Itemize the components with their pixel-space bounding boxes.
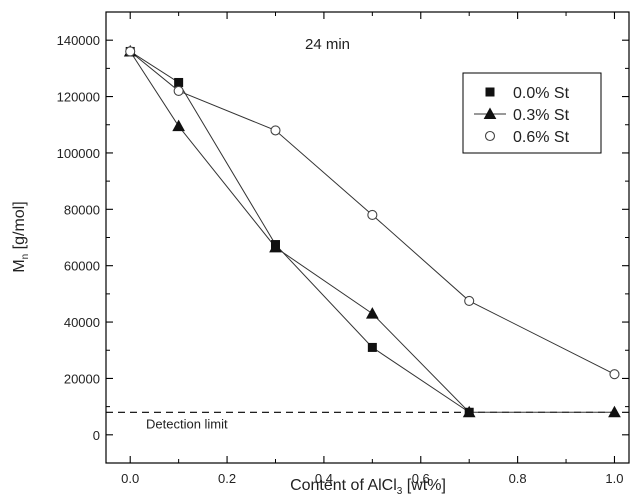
detection-limit-label: Detection limit [146, 416, 228, 431]
series-line-0 [129, 51, 470, 413]
x-tick-label: 0.0 [121, 471, 139, 486]
data-point-triangle [269, 240, 282, 253]
x-axis-title: Content of AlCl3 [wt%] [290, 477, 446, 495]
legend: 0.0% St 0.3% St 0.6% St [462, 72, 602, 154]
x-tick-label: 0.6 [412, 471, 430, 486]
legend-box [462, 72, 602, 154]
legend-marker-square [485, 87, 495, 97]
y-tick-label: 0 [93, 428, 100, 443]
legend-marker-circle-open [484, 130, 496, 142]
data-point-circle-open [270, 125, 281, 136]
legend-marker-triangle [483, 107, 497, 119]
data-point-circle-open [125, 46, 136, 57]
data-point-circle-open [367, 209, 378, 220]
y-tick-label: 80000 [64, 202, 100, 217]
data-point-circle-open [609, 369, 620, 380]
x-tick-label: 0.2 [218, 471, 236, 486]
legend-label: 0.0% St [513, 85, 570, 102]
data-point-triangle [462, 405, 476, 418]
data-point-circle-open [464, 295, 475, 306]
y-axis-title-suffix: [g/mol] [11, 201, 28, 253]
data-point-square [367, 342, 377, 352]
x-tick-label: 0.8 [509, 471, 527, 486]
x-axis-title-suffix: [wt%] [402, 477, 446, 494]
y-axis-title-sub: n [20, 254, 31, 260]
legend-label: 0.3% St [513, 107, 570, 124]
data-point-triangle [608, 405, 621, 418]
x-tick-label: 0.4 [315, 471, 333, 486]
x-axis-title-main: Content of AlCl [290, 477, 397, 494]
data-point-square [174, 77, 184, 87]
annotation-label: 24 min [305, 36, 350, 53]
series-line-1 [129, 51, 615, 413]
y-axis-title-main: M [11, 259, 28, 272]
x-tick-label: 1.0 [605, 471, 623, 486]
y-tick-label: 140000 [57, 33, 100, 48]
legend-label: 0.6% St [513, 129, 570, 146]
y-tick-label: 120000 [57, 90, 100, 105]
data-point-circle-open [173, 85, 184, 96]
x-axis-title-sub: 3 [397, 486, 403, 495]
y-tick-label: 40000 [64, 315, 100, 330]
y-tick-label: 20000 [64, 371, 100, 386]
y-tick-label: 60000 [64, 259, 100, 274]
series-line-2 [129, 51, 615, 375]
data-point-triangle [365, 307, 379, 319]
y-tick-label: 100000 [57, 146, 100, 161]
data-point-triangle [172, 119, 185, 132]
y-axis-title: Mn [g/mol] [11, 201, 31, 272]
